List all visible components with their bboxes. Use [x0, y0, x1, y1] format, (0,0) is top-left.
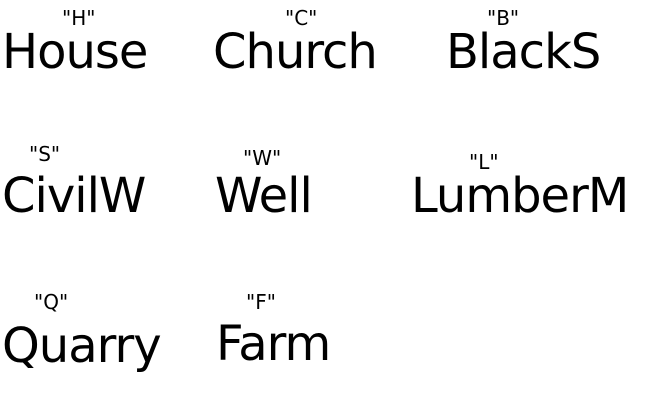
item-key: "W"	[243, 146, 282, 170]
item-key: "L"	[469, 150, 499, 174]
item-key: "Q"	[34, 290, 69, 314]
item-key: "S"	[29, 142, 61, 166]
item-label: CivilW	[2, 168, 146, 224]
item-key: "H"	[62, 6, 96, 30]
item-label: Quarry	[2, 318, 162, 374]
item-label: Church	[213, 24, 378, 80]
item-label: Well	[215, 168, 313, 224]
item-label: BlackS	[446, 24, 601, 80]
item-label: LumberM	[411, 168, 629, 224]
item-key: "F"	[246, 290, 276, 314]
item-label: House	[2, 24, 148, 80]
item-label: Farm	[216, 316, 331, 372]
item-key: "B"	[487, 6, 520, 30]
item-key: "C"	[285, 6, 318, 30]
